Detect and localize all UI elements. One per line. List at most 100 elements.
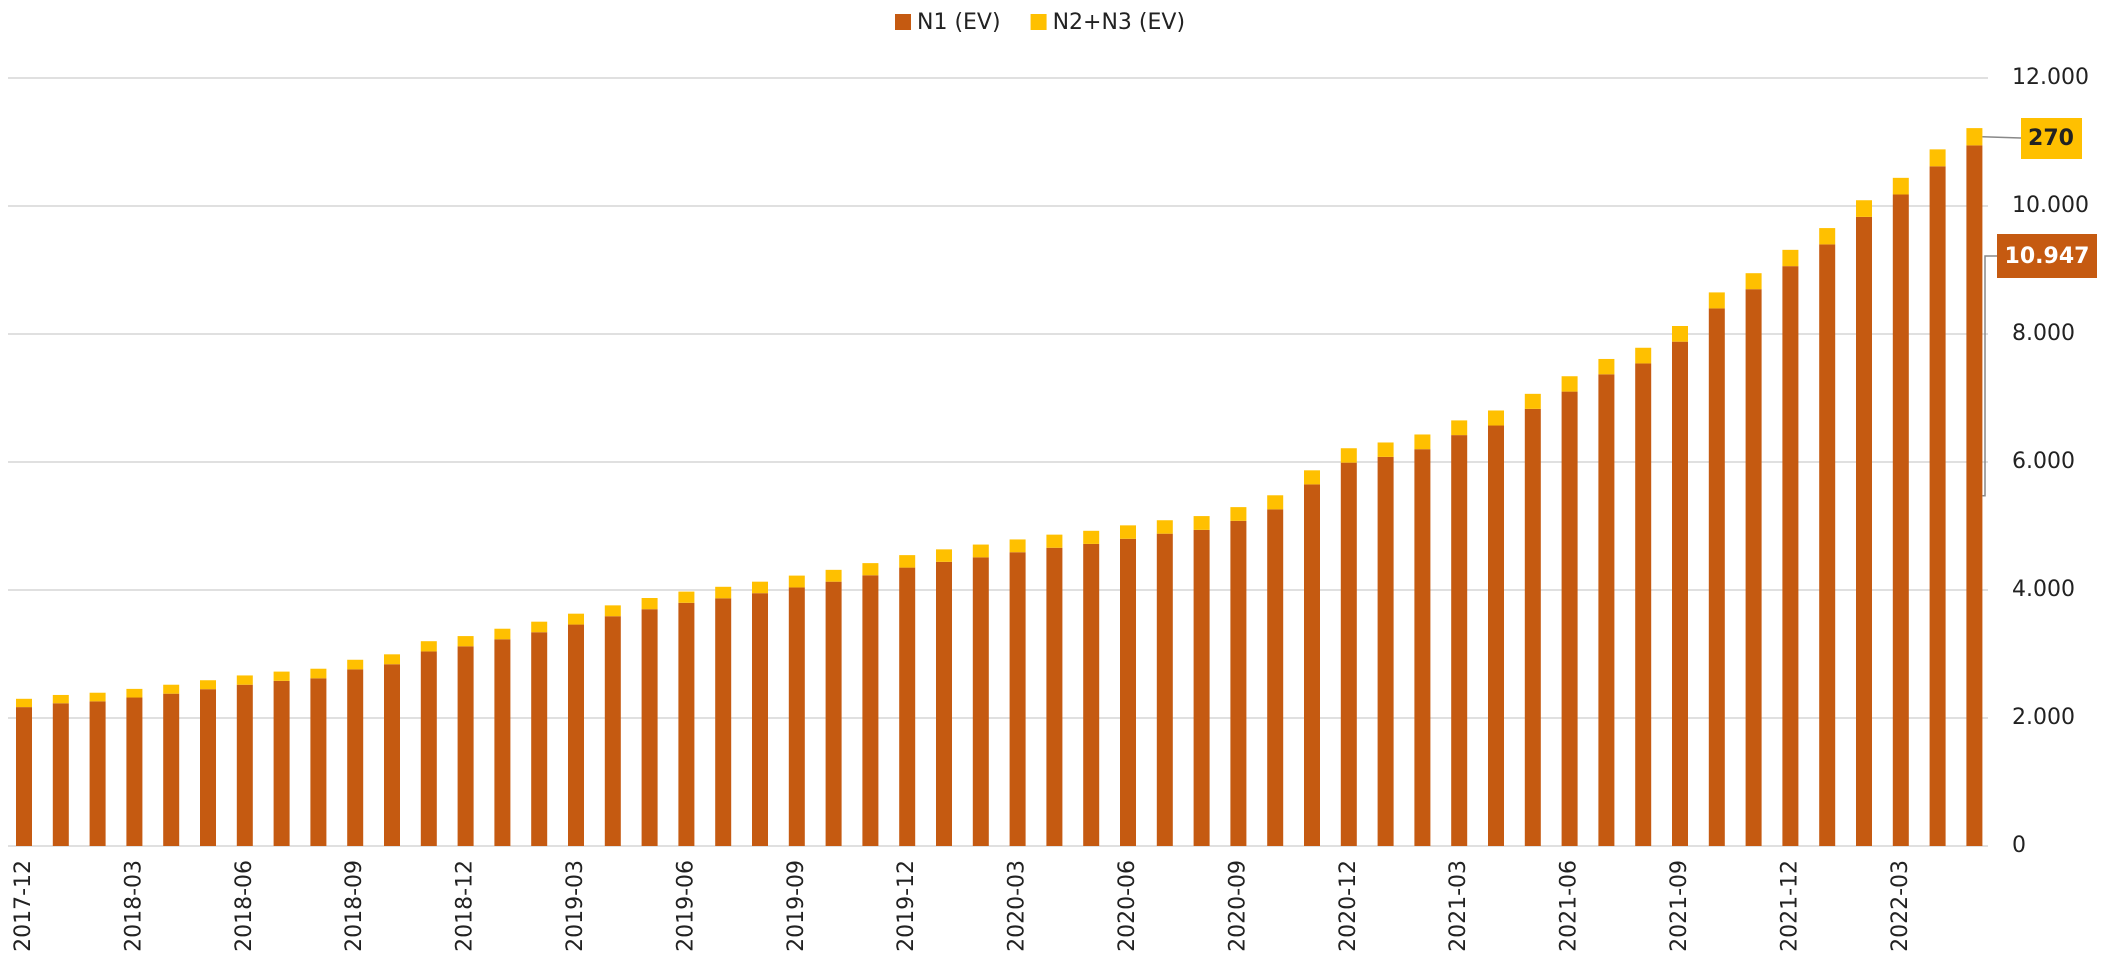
bar-segment bbox=[715, 598, 732, 846]
bar-segment bbox=[1708, 308, 1725, 846]
bar-segment bbox=[347, 669, 364, 846]
bar-segment bbox=[1340, 462, 1357, 846]
legend-label: N1 (EV) bbox=[917, 10, 1001, 35]
bar-segment bbox=[862, 563, 879, 576]
bar-segment bbox=[1046, 534, 1063, 548]
legend-swatch bbox=[895, 14, 911, 30]
bar-segment bbox=[1083, 530, 1100, 544]
bar-segment bbox=[678, 591, 695, 603]
bar-segment bbox=[1156, 520, 1173, 534]
y-tick-label: 0 bbox=[2012, 833, 2026, 858]
bar-segment bbox=[1635, 347, 1652, 364]
x-tick-label: 2019-06 bbox=[673, 860, 698, 952]
bar-segment bbox=[420, 641, 437, 652]
bar-segment bbox=[1561, 391, 1578, 846]
bar-segment bbox=[1745, 273, 1762, 290]
bar-segment bbox=[1672, 341, 1688, 846]
bar-segment bbox=[384, 654, 400, 665]
leader-line bbox=[1982, 255, 1997, 497]
bar-segment bbox=[972, 557, 989, 846]
x-tick-label: 2017-12 bbox=[11, 860, 36, 952]
x-tick-label: 2021-06 bbox=[1557, 860, 1582, 952]
bar-segment bbox=[936, 561, 952, 846]
bar-segment bbox=[1819, 244, 1836, 846]
bar-segment bbox=[1524, 408, 1541, 846]
bar-segment bbox=[1267, 509, 1284, 846]
bar-segment bbox=[1929, 166, 1946, 846]
bar-segment bbox=[788, 575, 805, 588]
bar-segment bbox=[310, 678, 327, 846]
bar-segment bbox=[1193, 516, 1210, 530]
x-tick-label: 2021-12 bbox=[1777, 860, 1802, 952]
bar-segment bbox=[1635, 363, 1652, 846]
bar-segment bbox=[568, 613, 584, 625]
callout-label: 270 bbox=[2028, 126, 2074, 151]
y-tick-label: 8.000 bbox=[2012, 321, 2075, 346]
bar-segment bbox=[200, 680, 216, 690]
bar-segment bbox=[1120, 525, 1136, 539]
bar-segment bbox=[89, 692, 106, 702]
bar-segment bbox=[1304, 484, 1320, 846]
bar-segment bbox=[1193, 529, 1210, 846]
bar-segment bbox=[752, 581, 768, 594]
bar-segment bbox=[236, 684, 253, 846]
bar-segment bbox=[1377, 442, 1394, 457]
bar-segment bbox=[163, 684, 180, 694]
bar-segment bbox=[52, 694, 69, 704]
callout-box bbox=[2021, 118, 2082, 159]
bar-segment bbox=[89, 701, 106, 846]
bar-segment bbox=[568, 624, 584, 846]
bar-segment bbox=[1745, 289, 1762, 846]
bar-segment bbox=[936, 549, 952, 562]
legend-label: N2+N3 (EV) bbox=[1053, 10, 1185, 35]
bar-segment bbox=[420, 651, 437, 846]
bar-segment bbox=[494, 639, 511, 846]
bar-segment bbox=[1451, 435, 1468, 846]
bar-segment bbox=[457, 646, 474, 846]
bar-segment bbox=[1488, 410, 1504, 426]
bar-segment bbox=[126, 697, 143, 846]
bar-segment bbox=[1598, 374, 1615, 846]
x-tick-label: 2020-09 bbox=[1225, 860, 1250, 952]
callout-label: 10.947 bbox=[2005, 244, 2090, 269]
bar-segment bbox=[494, 628, 511, 640]
bar-segment bbox=[604, 605, 621, 617]
bar-segment bbox=[200, 689, 216, 846]
bar-segment bbox=[899, 567, 916, 846]
bar-segment bbox=[1966, 128, 1983, 146]
y-tick-label: 2.000 bbox=[2012, 705, 2075, 730]
bar-segment bbox=[641, 609, 658, 846]
bar-segment bbox=[1856, 200, 1872, 217]
bar-segment bbox=[384, 664, 400, 846]
y-tick-label: 4.000 bbox=[2012, 577, 2075, 602]
bar-segment bbox=[126, 688, 143, 698]
callout-box bbox=[1997, 234, 2097, 278]
bar-segment bbox=[273, 671, 290, 681]
bar-segment bbox=[1561, 376, 1578, 392]
bar-segment bbox=[531, 621, 548, 633]
bar-segment bbox=[604, 616, 621, 846]
bar-segment bbox=[1340, 448, 1357, 463]
bar-segment bbox=[641, 598, 658, 610]
bar-segment bbox=[899, 555, 916, 568]
x-tick-label: 2018-03 bbox=[121, 860, 146, 952]
x-tick-label: 2021-03 bbox=[1446, 860, 1471, 952]
x-tick-label: 2019-12 bbox=[894, 860, 919, 952]
bar-segment bbox=[1156, 533, 1173, 846]
bar-segment bbox=[1892, 177, 1909, 195]
bar-segment bbox=[163, 693, 180, 846]
bar-segment bbox=[1230, 507, 1247, 521]
y-tick-label: 10.000 bbox=[2012, 193, 2089, 218]
bar-segment bbox=[273, 680, 290, 846]
bar-segment bbox=[16, 698, 32, 708]
x-tick-label: 2019-09 bbox=[784, 860, 809, 952]
bar-segment bbox=[752, 593, 768, 846]
x-tick-label: 2022-03 bbox=[1888, 860, 1913, 952]
bar-segment bbox=[310, 668, 327, 679]
bar-segment bbox=[1524, 393, 1541, 409]
bar-segment bbox=[1598, 358, 1615, 375]
bar-segment bbox=[1267, 495, 1284, 510]
bar-segment bbox=[715, 586, 732, 599]
bar-segment bbox=[1046, 547, 1063, 846]
